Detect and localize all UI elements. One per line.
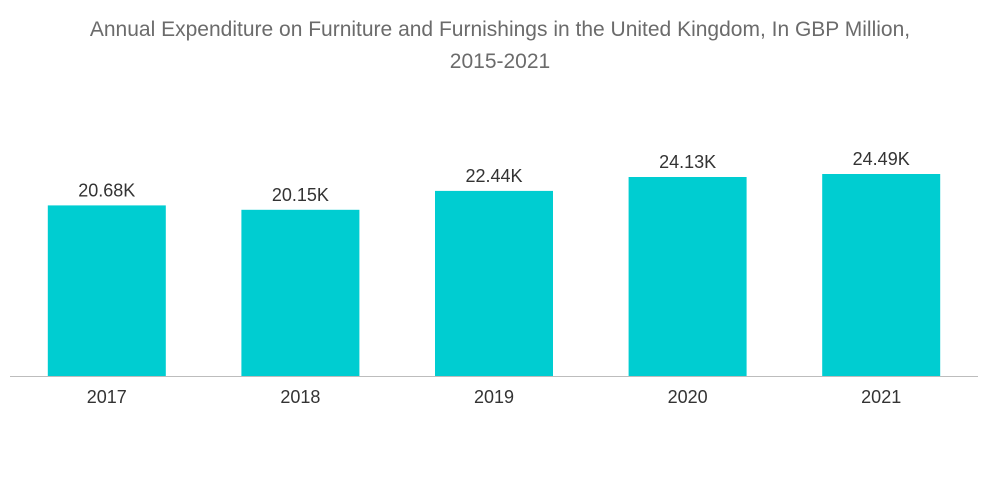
data-label-2020: 24.13K (659, 152, 716, 172)
labels-layer: 20.68K 2017 20.15K 2018 22.44K 2019 24.13K 2020… (78, 149, 909, 407)
bar-2019 (435, 190, 553, 376)
chart-title: Annual Expenditure on Furniture and Furn… (20, 14, 980, 78)
x-tick-label-2021: 2021 (861, 387, 901, 407)
data-label-2019: 22.44K (465, 166, 522, 186)
data-label-2018: 20.15K (272, 185, 329, 205)
chart-title-line-1: Annual Expenditure on Furniture and Furn… (89, 18, 911, 41)
chart-title-line-2: 2015-2021 (449, 50, 551, 73)
bars-layer (47, 174, 941, 376)
bar-2018 (241, 209, 360, 376)
x-tick-label-2017: 2017 (87, 387, 127, 407)
bar-2021 (822, 174, 941, 376)
bar-2017 (47, 205, 166, 376)
x-tick-label-2020: 2020 (668, 387, 708, 407)
x-tick-label-2019: 2019 (474, 387, 514, 407)
bar-2020 (628, 177, 747, 376)
x-tick-label-2018: 2018 (280, 387, 320, 407)
data-label-2021: 24.49K (853, 149, 910, 169)
data-label-2017: 20.68K (78, 180, 135, 200)
